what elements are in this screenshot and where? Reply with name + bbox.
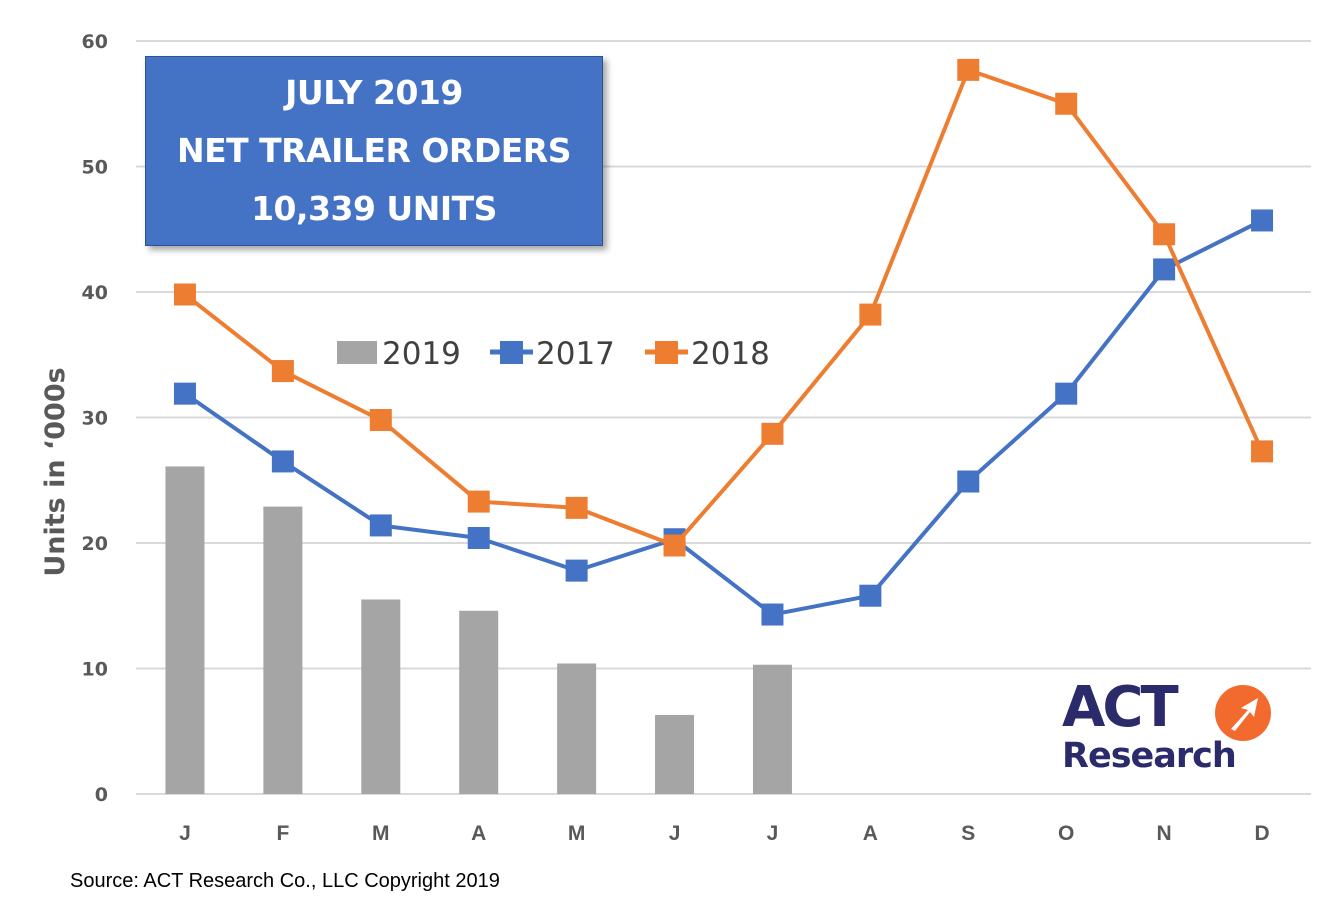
square-marker xyxy=(467,526,490,549)
square-marker xyxy=(1251,440,1274,463)
square-marker xyxy=(369,409,392,432)
x-tick-label: A xyxy=(863,822,878,845)
bar xyxy=(263,506,303,794)
y-tick-label: 60 xyxy=(82,31,108,53)
square-marker xyxy=(957,470,980,493)
legend-swatch-2019 xyxy=(337,341,377,364)
square-marker xyxy=(1153,223,1176,246)
x-tick-label: J xyxy=(179,822,191,845)
legend: 2019 2017 2018 xyxy=(337,336,770,372)
square-marker xyxy=(467,490,490,513)
y-tick-label: 10 xyxy=(82,659,108,681)
legend-marker-2018 xyxy=(655,341,678,364)
square-marker xyxy=(859,584,882,607)
x-tick-label: A xyxy=(471,822,486,845)
legend-label-2017: 2017 xyxy=(536,336,615,372)
square-marker xyxy=(1153,258,1176,281)
square-marker xyxy=(271,360,294,383)
x-tick-label: J xyxy=(767,822,779,845)
square-marker xyxy=(565,496,588,519)
title-line-1: JULY 2019 xyxy=(285,73,463,112)
square-marker xyxy=(663,534,686,557)
y-axis-ticks: 0 10 20 30 40 50 60 xyxy=(82,31,108,806)
bar xyxy=(655,714,695,794)
logo-research-text: Research xyxy=(1062,736,1237,776)
act-research-logo: ACT Research xyxy=(1060,680,1290,790)
bar xyxy=(459,610,499,794)
line-series xyxy=(173,58,1274,626)
square-marker xyxy=(1251,209,1274,232)
y-tick-label: 50 xyxy=(82,157,108,179)
x-tick-label: F xyxy=(276,822,289,845)
bar xyxy=(752,664,792,794)
arrow-circle-icon xyxy=(1215,685,1271,741)
title-callout: JULY 2019 NET TRAILER ORDERS 10,339 UNIT… xyxy=(145,56,603,246)
square-marker xyxy=(369,514,392,537)
square-marker xyxy=(1055,92,1078,115)
legend-label-2018: 2018 xyxy=(691,336,770,372)
x-tick-label: J xyxy=(669,822,681,845)
square-marker xyxy=(761,603,784,626)
x-tick-label: D xyxy=(1254,822,1269,845)
bars-2019 xyxy=(165,466,792,794)
square-marker xyxy=(565,559,588,582)
bar xyxy=(361,599,401,794)
square-marker xyxy=(761,422,784,445)
bar xyxy=(557,663,597,794)
x-tick-label: M xyxy=(568,822,586,845)
bar xyxy=(165,466,205,794)
y-tick-label: 0 xyxy=(95,784,108,806)
y-tick-label: 20 xyxy=(82,533,108,555)
logo-act-text: ACT xyxy=(1062,675,1179,740)
x-tick-label: O xyxy=(1058,822,1074,845)
y-tick-label: 40 xyxy=(82,282,108,304)
x-tick-label: M xyxy=(372,822,390,845)
square-marker xyxy=(173,382,196,405)
title-line-3: 10,339 UNITS xyxy=(251,189,497,228)
legend-marker-2017 xyxy=(500,341,523,364)
square-marker xyxy=(957,58,980,81)
title-line-2: NET TRAILER ORDERS xyxy=(177,131,571,170)
series-line xyxy=(183,218,1263,617)
y-axis-label: Units in ‘000s xyxy=(40,367,71,576)
square-marker xyxy=(1055,382,1078,405)
square-marker xyxy=(271,450,294,473)
x-tick-label: N xyxy=(1157,822,1172,845)
series-line xyxy=(183,67,1264,548)
y-tick-label: 30 xyxy=(82,408,108,430)
square-marker xyxy=(173,283,196,306)
square-marker xyxy=(859,303,882,326)
line-series-2018 xyxy=(173,58,1274,557)
legend-label-2019: 2019 xyxy=(382,336,461,372)
x-tick-label: S xyxy=(961,822,975,845)
source-note: Source: ACT Research Co., LLC Copyright … xyxy=(70,870,500,892)
